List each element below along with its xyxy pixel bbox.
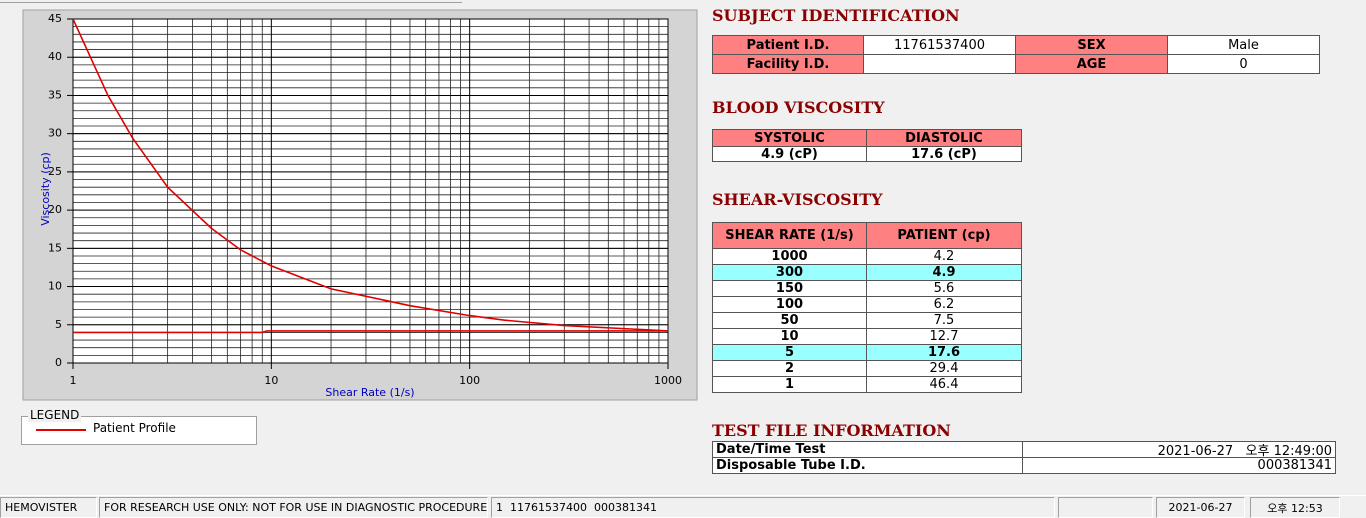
- section-title: SHEAR-VISCOSITY: [712, 190, 883, 209]
- x-tick-label: 1000: [654, 374, 682, 387]
- legend-label: Patient Profile: [93, 421, 176, 435]
- sv-cell: 6.2: [866, 296, 1022, 313]
- status-cell: [1058, 497, 1153, 518]
- x-axis-label: Shear Rate (1/s): [325, 386, 414, 399]
- sv-cell: 5: [712, 344, 867, 361]
- sv-cell: 1: [712, 376, 867, 393]
- tf-cell: 2021-06-27 오후 12:49:00: [1022, 441, 1336, 458]
- sv-cell: 7.5: [866, 312, 1022, 329]
- bv-value: 4.9 (cP): [712, 146, 867, 162]
- plot-area: [73, 19, 668, 363]
- y-tick-label: 0: [55, 356, 62, 369]
- section-title: SUBJECT IDENTIFICATION: [712, 6, 960, 25]
- sv-cell: 300: [712, 264, 867, 281]
- sv-cell: 46.4: [866, 376, 1022, 393]
- y-tick-label: 30: [48, 127, 62, 140]
- y-tick-label: 35: [48, 88, 62, 101]
- x-tick-label: 100: [459, 374, 480, 387]
- tf-cell: 000381341: [1022, 457, 1336, 474]
- series-line: [73, 19, 668, 332]
- tab-strip: [0, 0, 462, 3]
- bv-value: 17.6 (cP): [866, 146, 1022, 162]
- sv-cell: 17.6: [866, 344, 1022, 361]
- sv-cell: 4.2: [866, 248, 1022, 265]
- sv-cell: 100: [712, 296, 867, 313]
- status-cell: FOR RESEARCH USE ONLY: NOT FOR USE IN DI…: [99, 497, 488, 518]
- id-cell: Male: [1167, 35, 1320, 55]
- status-cell: 2021-06-27: [1156, 497, 1245, 518]
- y-tick-label: 25: [48, 165, 62, 178]
- sv-header: SHEAR RATE (1/s): [712, 222, 867, 249]
- id-cell: Facility I.D.: [712, 54, 864, 74]
- section-title: TEST FILE INFORMATION: [712, 421, 951, 440]
- sv-cell: 4.9: [866, 264, 1022, 281]
- sv-cell: 29.4: [866, 360, 1022, 377]
- sv-cell: 50: [712, 312, 867, 329]
- sv-cell: 150: [712, 280, 867, 297]
- sv-cell: 12.7: [866, 328, 1022, 345]
- id-cell: 11761537400: [863, 35, 1016, 55]
- bv-header: DIASTOLIC: [866, 129, 1022, 147]
- legend-swatch: [36, 429, 86, 431]
- id-cell: AGE: [1015, 54, 1168, 74]
- y-tick-label: 10: [48, 280, 62, 293]
- id-cell: 0: [1167, 54, 1320, 74]
- sv-cell: 5.6: [866, 280, 1022, 297]
- x-tick-label: 1: [70, 374, 77, 387]
- y-tick-label: 15: [48, 241, 62, 254]
- id-cell: Patient I.D.: [712, 35, 864, 55]
- id-cell: SEX: [1015, 35, 1168, 55]
- y-axis-label: Viscosity (cp): [39, 152, 52, 226]
- y-tick-label: 5: [55, 318, 62, 331]
- sv-cell: 10: [712, 328, 867, 345]
- y-tick-label: 20: [48, 203, 62, 216]
- status-bar: [0, 495, 1366, 518]
- bv-header: SYSTOLIC: [712, 129, 867, 147]
- status-cell: HEMOVISTER: [0, 497, 97, 518]
- y-tick-label: 40: [48, 50, 62, 63]
- tf-cell: Disposable Tube I.D.: [712, 457, 1023, 474]
- section-title: BLOOD VISCOSITY: [712, 98, 885, 117]
- chart: Viscosity (cp) Shear Rate (1/s) 0 5 10 15 20…: [22, 9, 698, 401]
- sv-cell: 2: [712, 360, 867, 377]
- series-line: [73, 330, 668, 334]
- sv-header: PATIENT (cp): [866, 222, 1022, 249]
- id-cell: [863, 54, 1016, 74]
- plot-border: [72, 18, 669, 364]
- legend-title: LEGEND: [28, 408, 82, 422]
- y-tick-label: 45: [48, 12, 62, 25]
- sv-cell: 1000: [712, 248, 867, 265]
- status-cell: 오후 12:53: [1250, 497, 1340, 518]
- status-cell: 1 11761537400 000381341: [491, 497, 1055, 518]
- tf-cell: Date/Time Test: [712, 441, 1023, 458]
- x-tick-label: 10: [264, 374, 278, 387]
